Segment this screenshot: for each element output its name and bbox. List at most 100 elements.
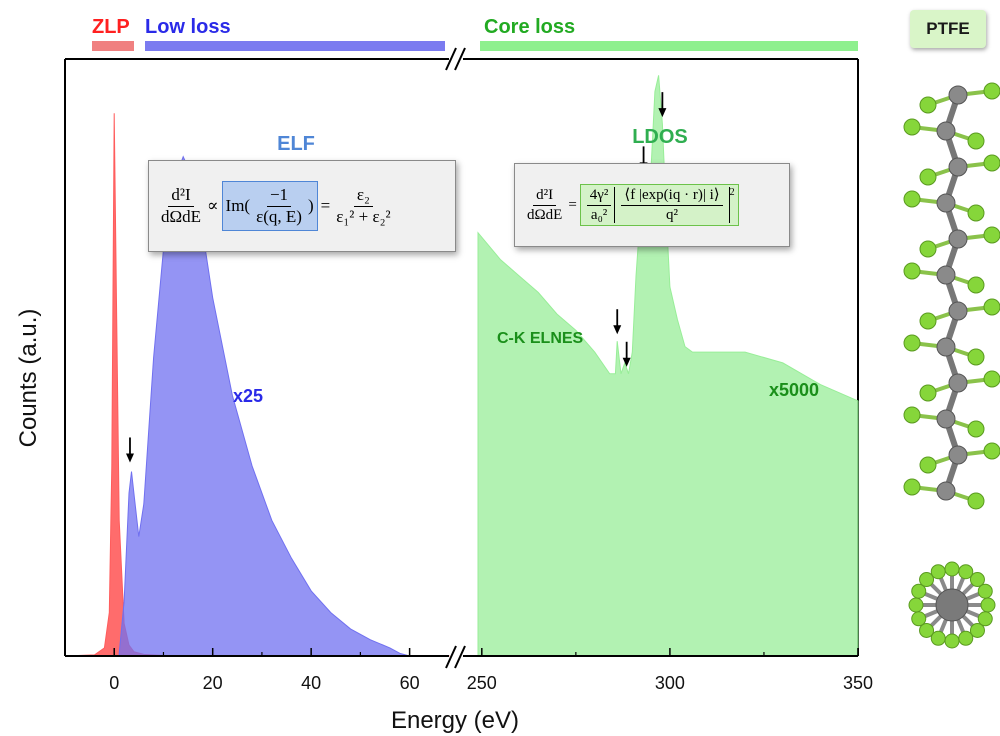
- zlp-bar: [92, 41, 134, 51]
- ptfe-carbon-1: [936, 121, 956, 141]
- ptfe-fluorine-8-1: [919, 384, 937, 402]
- ptfe-carbon-6: [948, 301, 968, 321]
- ptfe-end-fluorine-8: [908, 597, 924, 613]
- ptfe-fluorine-9-0: [903, 406, 921, 424]
- ldos-lhs-num: d²I: [533, 187, 557, 206]
- ldos-lhs: d²I dΩdE: [524, 187, 565, 223]
- ldos-matrix-frac: ⟨f |exp(iq · r)| i⟩ q²: [621, 187, 723, 223]
- elf-lhs: d²I dΩdE: [158, 185, 204, 226]
- ptfe-end-fluorine-10: [919, 572, 935, 588]
- elf-equation: d²I dΩdE ∝ Im( −1 ε(q, E) ) = ε₂ ε₁² + ε…: [148, 160, 456, 252]
- bottom-break-mark-2: [454, 645, 466, 669]
- ptfe-fluorine-2-0: [983, 154, 1000, 172]
- core-loss-bar: [480, 41, 858, 51]
- ptfe-end-fluorine-2: [969, 622, 985, 638]
- elf-title: ELF: [277, 133, 315, 155]
- elf-close: ): [307, 196, 314, 215]
- ptfe-fluorine-6-1: [919, 312, 937, 330]
- ptfe-end-fluorine-15: [977, 583, 993, 599]
- ptfe-molecule: [903, 82, 1000, 649]
- ptfe-end-fluorine-3: [958, 630, 974, 646]
- arrow-head-0: [125, 453, 134, 463]
- ldos-eq: =: [568, 196, 577, 213]
- ptfe-fluorine-10-1: [919, 456, 937, 474]
- ptfe-fluorine-11-1: [967, 492, 985, 510]
- ptfe-fluorine-3-1: [967, 204, 985, 222]
- ldos-highlight: 4γ² a₀² ⟨f |exp(iq · r)| i⟩ q² 2: [579, 184, 739, 226]
- tick-label-left-2: 40: [301, 673, 321, 693]
- ptfe-end-fluorine-14: [969, 572, 985, 588]
- ptfe-end-fluorine-6: [919, 622, 935, 638]
- ptfe-end-fluorine-11: [930, 564, 946, 580]
- arrow-0: [125, 437, 134, 463]
- elf-im: Im(: [225, 196, 251, 215]
- ptfe-fluorine-2-1: [919, 168, 937, 186]
- ptfe-fluorine-7-0: [903, 334, 921, 352]
- ptfe-fluorine-9-1: [967, 420, 985, 438]
- elf-rhs-den: ε₁² + ε₂²: [336, 206, 391, 226]
- tick-label-right-0: 250: [467, 673, 497, 693]
- arrow-2: [622, 341, 631, 367]
- ldos-title: LDOS: [632, 126, 688, 148]
- core-loss-label: Core loss: [484, 16, 575, 38]
- ptfe-fluorine-0-1: [919, 96, 937, 114]
- ptfe-carbon-0: [948, 85, 968, 105]
- tick-layer: 0 20 40 60 250 300 350: [64, 648, 873, 693]
- core-loss-scale-label: x5000: [769, 380, 819, 400]
- ptfe-fluorine-1-1: [967, 132, 985, 150]
- ptfe-end-fluorine-7: [911, 611, 927, 627]
- ptfe-carbon-4: [948, 229, 968, 249]
- ptfe-carbon-9: [936, 409, 956, 429]
- tick-label-right-2: 350: [843, 673, 873, 693]
- ptfe-carbon-3: [936, 193, 956, 213]
- ptfe-fluorine-5-0: [903, 262, 921, 280]
- ptfe-end-fluorine-12: [944, 561, 960, 577]
- ptfe-fluorine-1-0: [903, 118, 921, 136]
- elf-im-num: −1: [266, 185, 292, 207]
- ldos-pre-num: 4γ²: [586, 187, 612, 206]
- x-axis-title: Energy (eV): [391, 707, 519, 734]
- top-break-mark-1: [445, 47, 457, 71]
- arrow-head-4: [658, 108, 667, 118]
- ptfe-fluorine-10-0: [983, 442, 1000, 460]
- ptfe-end-fluorine-9: [911, 583, 927, 599]
- elf-rhs: ε₂ ε₁² + ε₂²: [333, 185, 393, 226]
- elf-im-den: ε(q, E): [256, 206, 302, 226]
- ptfe-end-core: [935, 588, 969, 622]
- zlp-label: ZLP: [92, 16, 130, 38]
- ptfe-fluorine-6-0: [983, 298, 1000, 316]
- tick-label-right-1: 300: [655, 673, 685, 693]
- elf-highlight: Im( −1 ε(q, E) ): [221, 180, 318, 232]
- ptfe-carbon-8: [948, 373, 968, 393]
- elf-lhs-num: d²I: [168, 185, 194, 207]
- ldos-power: 2: [729, 187, 735, 198]
- ptfe-fluorine-0-0: [983, 82, 1000, 100]
- elf-lhs-den: dΩdE: [161, 206, 202, 226]
- ptfe-end-fluorine-0: [980, 597, 996, 613]
- ptfe-fluorine-7-1: [967, 348, 985, 366]
- ldos-lhs-den: dΩdE: [527, 206, 563, 223]
- top-break-mark-2: [454, 47, 466, 71]
- ptfe-fluorine-5-1: [967, 276, 985, 294]
- arrow-head-2: [622, 357, 631, 367]
- elf-rhs-num: ε₂: [353, 185, 373, 207]
- ptfe-carbon-5: [936, 265, 956, 285]
- elf-eq: =: [320, 196, 331, 215]
- y-axis-title: Counts (a.u.): [15, 309, 42, 448]
- ptfe-fluorine-4-0: [983, 226, 1000, 244]
- ptfe-end-fluorine-5: [930, 630, 946, 646]
- ptfe-fluorine-11-0: [903, 478, 921, 496]
- ptfe-fluorine-4-1: [919, 240, 937, 258]
- arrow-1: [613, 309, 622, 335]
- ptfe-fluorine-8-0: [983, 370, 1000, 388]
- tick-label-left-0: 0: [109, 673, 119, 693]
- ldos-matrix-den: q²: [666, 206, 679, 223]
- ptfe-end-fluorine-13: [958, 564, 974, 580]
- bottom-break-mark-1: [445, 645, 457, 669]
- low-loss-label: Low loss: [145, 16, 231, 38]
- low-loss-bar: [145, 41, 445, 51]
- ptfe-carbon-2: [948, 157, 968, 177]
- elf-prop: ∝: [207, 196, 219, 215]
- ptfe-badge: PTFE: [910, 10, 986, 48]
